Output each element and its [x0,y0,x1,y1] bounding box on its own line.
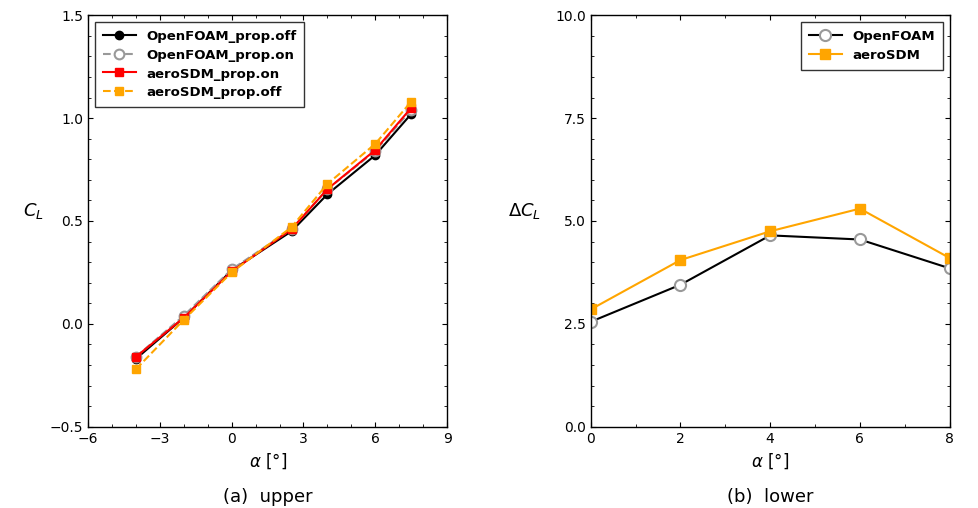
OpenFOAM_prop.on [130,354,142,360]
Line: OpenFOAM: OpenFOAM [585,230,955,327]
aeroSDM [674,257,686,263]
OpenFOAM_prop.off [369,152,380,158]
OpenFOAM [674,282,686,288]
X-axis label: $\alpha$ [°]: $\alpha$ [°] [750,451,788,471]
aeroSDM_prop.off [286,224,297,230]
aeroSDM [853,206,865,212]
Y-axis label: $\Delta C_L$: $\Delta C_L$ [508,201,541,221]
aeroSDM_prop.on [321,186,333,192]
OpenFOAM_prop.on [178,312,190,319]
OpenFOAM_prop.on [286,226,297,232]
Line: aeroSDM: aeroSDM [585,204,954,314]
Legend: OpenFOAM, aeroSDM: OpenFOAM, aeroSDM [800,22,942,70]
aeroSDM_prop.off [405,99,417,105]
Text: (b)  lower: (b) lower [726,488,813,506]
OpenFOAM_prop.off [178,314,190,321]
Line: aeroSDM_prop.off: aeroSDM_prop.off [132,98,415,373]
OpenFOAM_prop.on [321,186,333,192]
OpenFOAM [764,232,776,238]
aeroSDM_prop.off [321,181,333,187]
OpenFOAM_prop.off [226,267,238,273]
OpenFOAM_prop.off [321,191,333,197]
aeroSDM_prop.on [178,314,190,321]
aeroSDM [584,306,596,312]
Line: aeroSDM_prop.on: aeroSDM_prop.on [132,104,415,361]
OpenFOAM_prop.on [369,148,380,154]
Line: OpenFOAM_prop.on: OpenFOAM_prop.on [131,105,416,362]
aeroSDM_prop.on [130,354,142,360]
Y-axis label: $C_L$: $C_L$ [22,201,43,221]
OpenFOAM_prop.off [405,111,417,117]
aeroSDM_prop.on [226,268,238,274]
aeroSDM_prop.off [178,316,190,323]
aeroSDM [943,255,955,261]
Legend: OpenFOAM_prop.off, OpenFOAM_prop.on, aeroSDM_prop.on, aeroSDM_prop.off: OpenFOAM_prop.off, OpenFOAM_prop.on, aer… [95,22,304,107]
OpenFOAM [943,265,955,271]
aeroSDM_prop.off [226,269,238,275]
aeroSDM_prop.on [405,105,417,111]
aeroSDM_prop.off [130,366,142,372]
Text: (a)  upper: (a) upper [223,488,312,506]
OpenFOAM [853,236,865,242]
Line: OpenFOAM_prop.off: OpenFOAM_prop.off [132,110,415,363]
aeroSDM_prop.off [369,141,380,147]
aeroSDM [764,228,776,234]
OpenFOAM_prop.on [405,107,417,113]
OpenFOAM_prop.off [286,228,297,234]
aeroSDM_prop.on [286,226,297,232]
OpenFOAM_prop.off [130,356,142,362]
X-axis label: $\alpha$ [°]: $\alpha$ [°] [248,451,287,471]
aeroSDM_prop.on [369,147,380,153]
OpenFOAM [584,319,596,325]
OpenFOAM_prop.on [226,266,238,272]
